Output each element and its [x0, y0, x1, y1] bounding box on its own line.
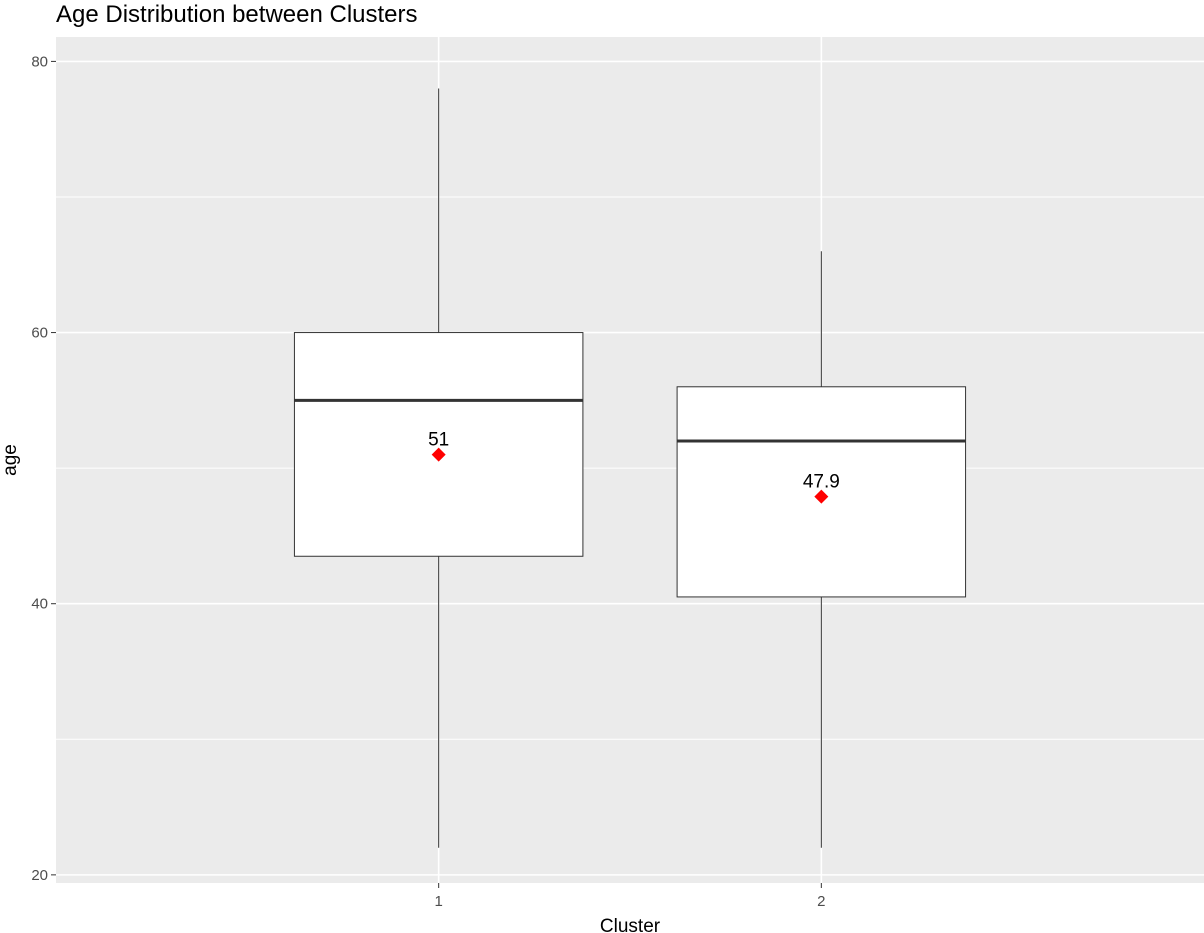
y-tick-label: 80: [31, 53, 48, 70]
mean-label: 51: [428, 430, 449, 451]
mean-marker: [431, 447, 446, 462]
x-tick-label: 1: [434, 893, 442, 910]
box-1: 51: [293, 88, 584, 848]
chart-title: Age Distribution between Clusters: [56, 1, 418, 28]
y-tick-label: 40: [31, 596, 48, 613]
mean-label: 47.9: [803, 472, 840, 493]
plot-panel: [56, 37, 1204, 883]
box-2: 47.9: [676, 251, 967, 848]
y-tick-label: 60: [31, 325, 48, 342]
axes-layer: 20 40 60 80 1 2: [31, 53, 825, 910]
x-tick-label: 2: [817, 893, 825, 910]
y-axis-title: age: [0, 444, 21, 476]
boxes-layer: 51 47.9: [293, 88, 967, 848]
y-tick-label: 20: [31, 867, 48, 884]
box-body: [293, 332, 584, 557]
mean-marker: [814, 489, 829, 504]
x-axis-title: Cluster: [600, 916, 661, 933]
